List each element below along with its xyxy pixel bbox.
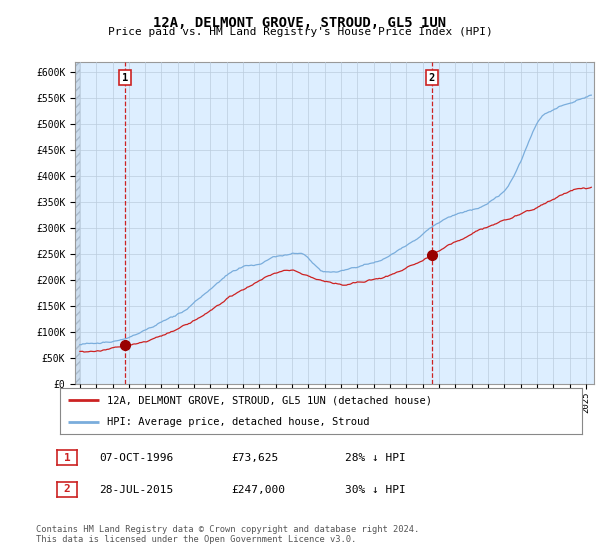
Text: £73,625: £73,625 xyxy=(231,453,278,463)
Text: Price paid vs. HM Land Registry's House Price Index (HPI): Price paid vs. HM Land Registry's House … xyxy=(107,27,493,37)
Text: 2: 2 xyxy=(428,73,435,83)
Text: HPI: Average price, detached house, Stroud: HPI: Average price, detached house, Stro… xyxy=(107,417,370,427)
Text: Contains HM Land Registry data © Crown copyright and database right 2024.
This d: Contains HM Land Registry data © Crown c… xyxy=(36,525,419,544)
Text: 1: 1 xyxy=(122,73,128,83)
Text: 1: 1 xyxy=(64,452,70,463)
Bar xyxy=(75,62,80,384)
Text: 30% ↓ HPI: 30% ↓ HPI xyxy=(345,485,406,495)
Text: 28-JUL-2015: 28-JUL-2015 xyxy=(99,485,173,495)
Text: £247,000: £247,000 xyxy=(231,485,285,495)
Text: 2: 2 xyxy=(64,484,70,494)
Text: 28% ↓ HPI: 28% ↓ HPI xyxy=(345,453,406,463)
Text: 12A, DELMONT GROVE, STROUD, GL5 1UN (detached house): 12A, DELMONT GROVE, STROUD, GL5 1UN (det… xyxy=(107,395,432,405)
Text: 12A, DELMONT GROVE, STROUD, GL5 1UN: 12A, DELMONT GROVE, STROUD, GL5 1UN xyxy=(154,16,446,30)
Text: 07-OCT-1996: 07-OCT-1996 xyxy=(99,453,173,463)
